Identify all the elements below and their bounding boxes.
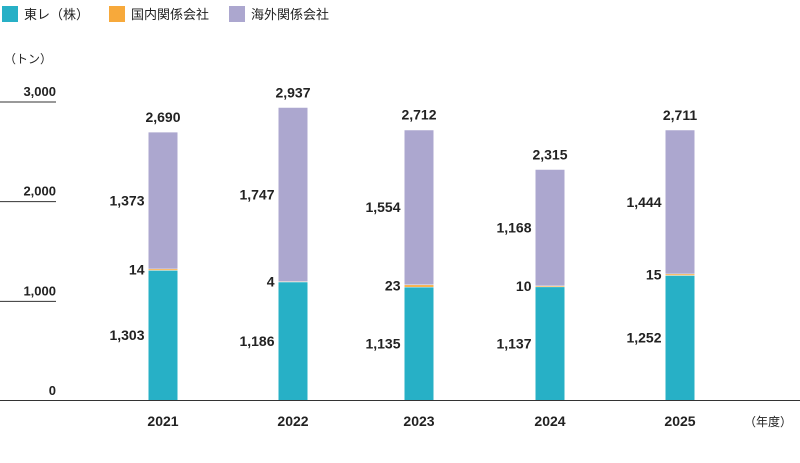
y-tick-label: 0 [49, 383, 56, 398]
legend-item-toray: 東レ（株） [2, 4, 89, 23]
bar-segment [278, 107, 308, 282]
data-label-toray: 1,252 [626, 330, 661, 346]
bar-segment [404, 286, 434, 400]
legend-item-overseas: 海外関係会社 [229, 4, 329, 23]
data-label-toray: 1,186 [239, 333, 274, 349]
data-label-overseas: 1,168 [496, 219, 531, 235]
legend: 東レ（株） 国内関係会社 海外関係会社 [2, 4, 329, 23]
data-label-overseas: 1,747 [239, 186, 274, 202]
legend-item-domestic: 国内関係会社 [109, 4, 209, 23]
x-tick-label: 2021 [147, 413, 178, 429]
legend-label-toray: 東レ（株） [24, 7, 90, 22]
total-label: 2,712 [401, 107, 436, 123]
bar-segment [278, 281, 308, 400]
data-label-domestic: 14 [129, 261, 145, 277]
data-label-toray: 1,135 [365, 335, 400, 351]
y-tick-label: 1,000 [23, 283, 56, 298]
bar-segment [148, 270, 178, 400]
data-label-overseas: 1,444 [626, 194, 661, 210]
data-label-overseas: 1,554 [365, 199, 400, 215]
bar-segment [665, 129, 695, 274]
total-label: 2,315 [532, 146, 567, 162]
bar-segment [665, 275, 695, 400]
bar-segment [404, 129, 434, 285]
total-label: 2,690 [145, 109, 180, 125]
data-label-domestic: 23 [385, 278, 401, 294]
data-label-domestic: 4 [267, 274, 275, 290]
data-label-toray: 1,137 [496, 335, 531, 351]
bar-segment [404, 284, 434, 287]
legend-swatch-toray [2, 5, 18, 22]
x-tick-label: 2024 [534, 413, 565, 429]
legend-label-overseas: 海外関係会社 [251, 7, 330, 22]
x-tick-label: 2023 [403, 413, 434, 429]
bar-segment [535, 286, 565, 400]
bar-segment [148, 131, 178, 269]
legend-swatch-overseas [229, 5, 246, 22]
x-tick-label: 2025 [664, 413, 695, 429]
bar-segment [665, 273, 695, 276]
data-label-domestic: 15 [646, 266, 662, 282]
bar-segment [535, 169, 565, 286]
data-label-overseas: 1,373 [109, 192, 144, 208]
x-axis-unit-label: （年度） [744, 415, 793, 429]
x-tick-label: 2022 [277, 413, 308, 429]
y-axis-unit-label: （トン） [4, 52, 53, 66]
y-tick-label: 2,000 [23, 184, 56, 199]
total-label: 2,711 [663, 107, 697, 123]
legend-swatch-domestic [109, 5, 126, 22]
total-label: 2,937 [275, 84, 310, 100]
data-label-domestic: 10 [516, 278, 532, 294]
legend-label-domestic: 国内関係会社 [131, 7, 210, 22]
bar-segment [148, 268, 178, 271]
data-label-toray: 1,303 [109, 327, 144, 343]
y-tick-label: 3,000 [23, 84, 56, 99]
